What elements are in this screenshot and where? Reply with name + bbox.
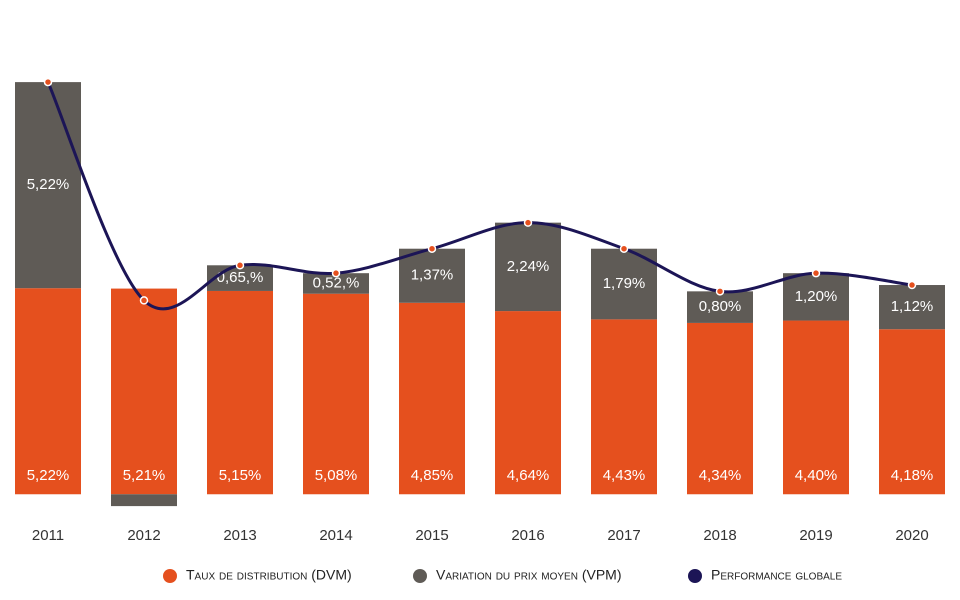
value-label: 4,40% (795, 467, 838, 484)
x-tick-label: 2011 (32, 527, 64, 544)
x-tick-label: 2017 (607, 527, 640, 544)
bar-segment (495, 311, 561, 495)
line-point (619, 244, 629, 253)
bar-segment (591, 248, 657, 320)
value-label: 1,12% (891, 298, 934, 315)
value-label: 5,22% (27, 176, 70, 193)
value-label: 2,24% (507, 258, 550, 275)
bar-segment (111, 288, 177, 495)
value-label: 1,20% (795, 288, 838, 305)
x-tick-label: 2016 (511, 527, 544, 544)
value-label: 0,65,% (217, 269, 264, 286)
legend-label: Performance globale (711, 567, 842, 583)
x-tick-label: 2014 (319, 527, 352, 544)
x-tick-label: 2012 (127, 527, 160, 544)
performance-line (46, 81, 913, 311)
value-label: 4,34% (699, 467, 742, 484)
line-point (331, 268, 341, 278)
value-label: 4,85% (411, 467, 454, 484)
line-point (43, 77, 53, 87)
bar-segment (783, 273, 849, 321)
bar-segment (399, 302, 465, 495)
line-point (715, 287, 725, 296)
value-label: 4,64% (507, 467, 550, 484)
line-point (523, 218, 533, 227)
line-point (427, 244, 437, 253)
line-point (811, 268, 821, 278)
bar-segment (591, 319, 657, 495)
bar-segment (879, 285, 945, 330)
legend-marker (688, 569, 702, 583)
bar-segment (399, 248, 465, 303)
bar-segment (303, 293, 369, 495)
bar-segment (15, 288, 81, 495)
value-label: 4,43% (603, 467, 646, 484)
value-label: 5,08% (315, 467, 358, 484)
value-label: 5,21% (123, 467, 166, 484)
bar-segment (207, 290, 273, 495)
legend-label: Taux de distribution (DVM) (186, 567, 352, 583)
x-tick-label: 2020 (895, 527, 928, 544)
x-tick-label: 2018 (703, 527, 736, 544)
value-label: 4,18% (891, 467, 934, 484)
bar-segment (783, 320, 849, 495)
value-label: 1,79% (603, 275, 646, 292)
bar-segment (687, 291, 753, 323)
value-label: 0,52,% (313, 274, 360, 291)
x-tick-label: 2019 (799, 527, 832, 544)
x-tick-label: 2013 (223, 527, 256, 544)
value-label: 0,80% (699, 298, 742, 315)
bar-segment (687, 322, 753, 495)
bar-segment (879, 329, 945, 495)
bar-segment (495, 222, 561, 312)
line-point (907, 280, 917, 290)
value-label: 5,22% (27, 467, 70, 484)
legend-label: Variation du prix moyen (VPM) (436, 567, 622, 583)
bar-segment (15, 82, 81, 289)
bar-segment (111, 494, 177, 507)
bar-segment (303, 273, 369, 294)
legend-marker (163, 569, 177, 583)
bar-segment (207, 265, 273, 291)
x-tick-label: 2015 (415, 527, 448, 544)
legend-marker (413, 569, 427, 583)
value-label: 5,15% (219, 467, 262, 484)
line-point (139, 296, 149, 305)
value-label: 1,37% (411, 267, 454, 284)
line-point (235, 261, 245, 270)
